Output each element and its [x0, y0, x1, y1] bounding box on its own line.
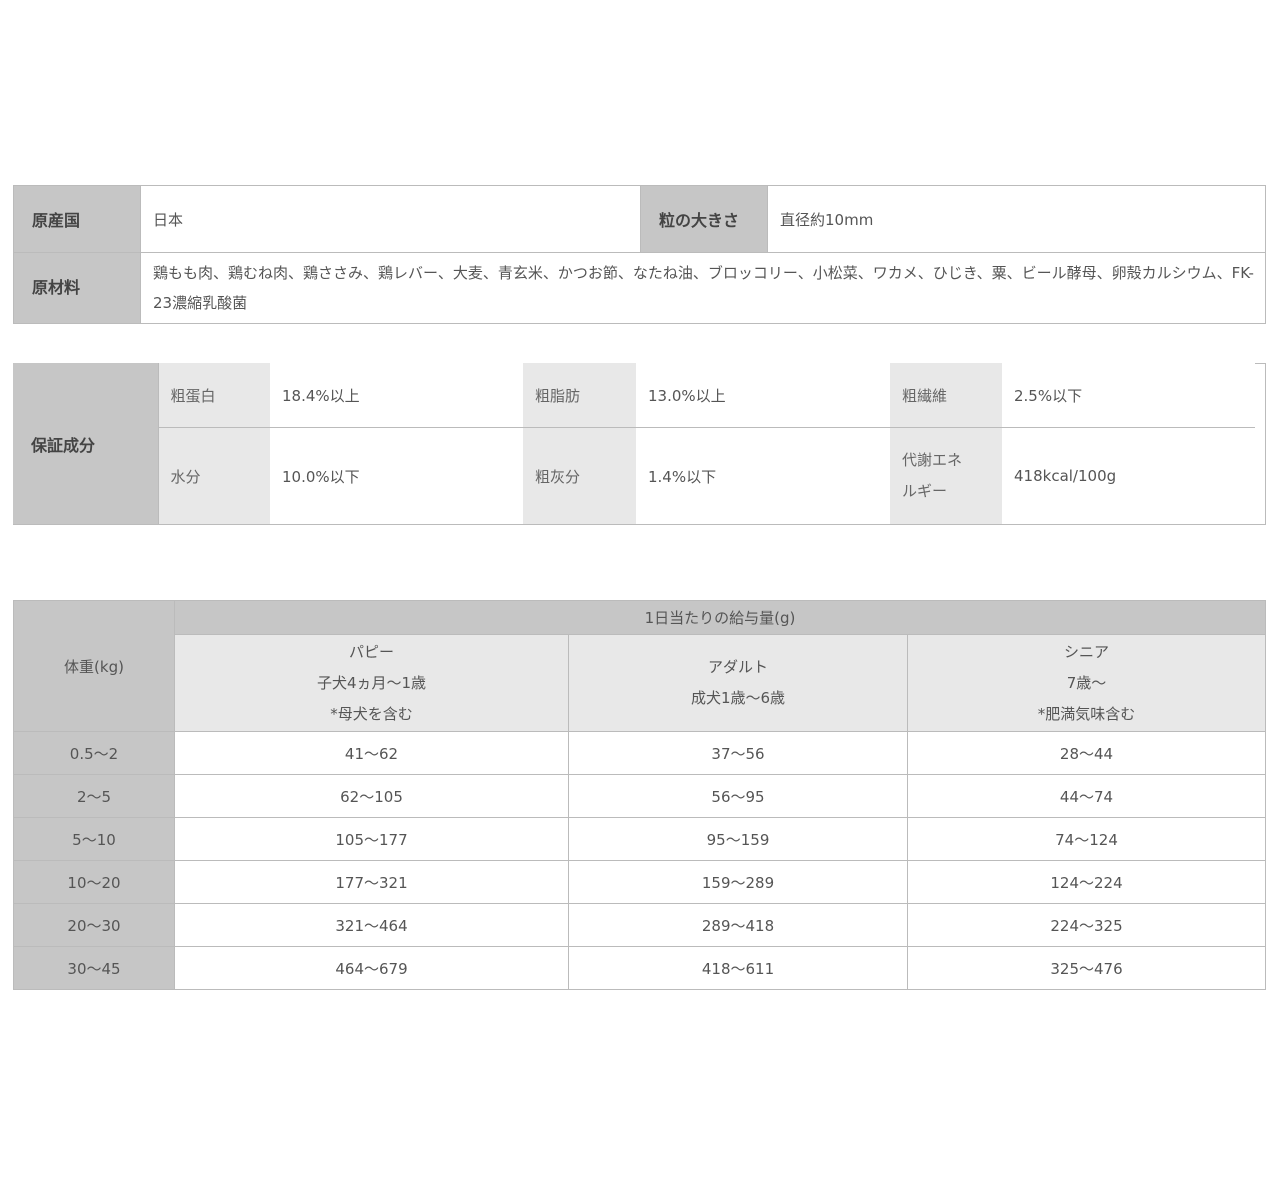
amount-cell: 177～321	[174, 860, 569, 904]
analysis-item-value: 10.0%以下	[270, 427, 523, 524]
table-row: 20～30 321～464 289～418 224～325	[13, 903, 1266, 947]
weight-cell: 5～10	[13, 817, 175, 861]
table-row: 5～10 105～177 95～159 74～124	[13, 817, 1266, 861]
analysis-item-value: 418kcal/100g	[1002, 427, 1255, 524]
amount-cell: 321～464	[174, 903, 569, 947]
analysis-item-label: 粗繊維	[890, 363, 1002, 428]
table-row: 30～45 464～679 418～611 325～476	[13, 946, 1266, 990]
stage-header: パピー子犬4ヵ月～1歳 *母犬を含む	[174, 634, 569, 732]
analysis-item-label: 粗脂肪	[523, 363, 636, 428]
amount-cell: 289～418	[568, 903, 908, 947]
analysis-item-label: 水分	[158, 427, 270, 524]
spec-table: 原産国 日本 粒の大きさ 直径約10mm 原材料 鶏もも肉、鶏むね肉、鶏ささみ、…	[13, 185, 1266, 324]
amount-cell: 464～679	[174, 946, 569, 990]
stage-name: パピー	[348, 642, 394, 661]
amount-cell: 41～62	[174, 731, 569, 775]
origin-label: 原産国	[13, 185, 141, 253]
table-row: 0.5～2 41～62 37～56 28～44	[13, 731, 1266, 775]
table-row: 10～20 177～321 159～289 124～224	[13, 860, 1266, 904]
ingredients-label: 原材料	[13, 252, 141, 324]
stage-header: シニア 7歳～ *肥満気味含む	[907, 634, 1266, 732]
analysis-item-value: 13.0%以上	[636, 363, 890, 428]
weight-cell: 0.5～2	[13, 731, 175, 775]
amount-cell: 105～177	[174, 817, 569, 861]
feeding-table: 体重(kg) 1日当たりの給与量(g) パピー子犬4ヵ月～1歳 *母犬を含む アダル…	[13, 600, 1266, 990]
analysis-item-label: 代謝エネルギー	[890, 427, 1002, 524]
analysis-item-label: 粗灰分	[523, 427, 636, 524]
size-label: 粒の大きさ	[640, 185, 768, 253]
stage-note: *母犬を含む	[330, 704, 413, 723]
stage-name: アダルト	[707, 658, 768, 676]
stage-sub: 成犬1歳～6歳	[690, 689, 786, 707]
stage-name: シニア	[1063, 642, 1109, 661]
amount-cell: 325～476	[907, 946, 1266, 990]
weight-cell: 20～30	[13, 903, 175, 947]
amount-cell: 224～325	[907, 903, 1266, 947]
amount-cell: 124～224	[907, 860, 1266, 904]
analysis-item-label: 粗蛋白	[158, 363, 270, 428]
amount-cell: 159～289	[568, 860, 908, 904]
amount-cell: 62～105	[174, 774, 569, 818]
stage-sub: 7歳～	[1066, 673, 1107, 692]
stage-sub: 子犬4ヵ月～1歳	[316, 673, 427, 692]
amount-cell: 28～44	[907, 731, 1266, 775]
amount-cell: 37～56	[568, 731, 908, 775]
amount-cell: 74～124	[907, 817, 1266, 861]
weight-cell: 10～20	[13, 860, 175, 904]
weight-cell: 2～5	[13, 774, 175, 818]
analysis-item-value: 18.4%以上	[270, 363, 523, 428]
size-value: 直径約10mm	[767, 185, 1266, 253]
amount-cell: 418～611	[568, 946, 908, 990]
weight-cell: 30～45	[13, 946, 175, 990]
origin-value: 日本	[140, 185, 641, 253]
analysis-item-value: 1.4%以下	[636, 427, 890, 524]
amount-cell: 95～159	[568, 817, 908, 861]
analysis-table: 保証成分 粗蛋白 18.4%以上 粗脂肪 13.0%以上 粗繊維 2.5%以下 …	[13, 363, 1255, 524]
amount-header: 1日当たりの給与量(g)	[174, 600, 1266, 635]
ingredients-value: 鶏もも肉、鶏むね肉、鶏ささみ、鶏レバー、大麦、青玄米、かつお節、なたね油、ブロッ…	[140, 252, 1266, 324]
weight-header: 体重(kg)	[13, 600, 175, 732]
table-row: 2～5 62～105 56～95 44～74	[13, 774, 1266, 818]
stage-header: アダルト成犬1歳～6歳	[568, 634, 908, 732]
analysis-item-value: 2.5%以下	[1002, 363, 1255, 428]
stage-note: *肥満気味含む	[1037, 704, 1136, 723]
amount-cell: 56～95	[568, 774, 908, 818]
analysis-label: 保証成分	[13, 363, 159, 524]
amount-cell: 44～74	[907, 774, 1266, 818]
